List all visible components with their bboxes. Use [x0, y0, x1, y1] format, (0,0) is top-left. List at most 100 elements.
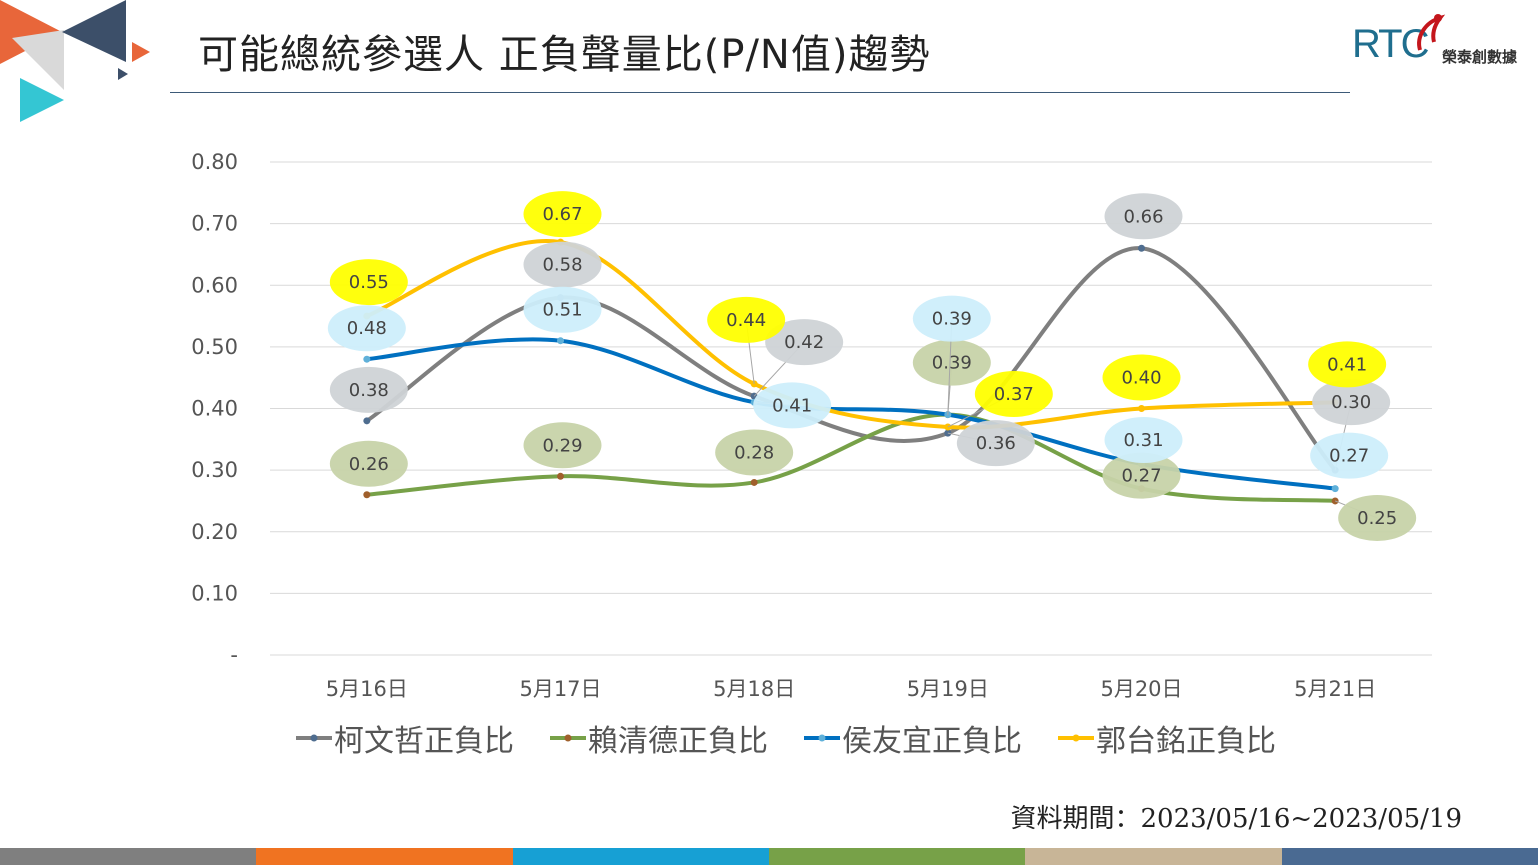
- deco-cyan-triangle: [20, 78, 64, 122]
- y-tick-label: 0.80: [191, 150, 238, 174]
- y-tick-label: 0.20: [191, 520, 238, 544]
- corner-decoration: [0, 0, 150, 122]
- data-label: 0.27: [1329, 446, 1369, 467]
- x-tick-label: 5月18日: [713, 677, 795, 701]
- data-label: 0.37: [994, 384, 1034, 405]
- legend-swatch-icon: [1058, 734, 1094, 742]
- data-label-bubble: [974, 370, 1053, 417]
- data-label-bubble: [523, 422, 602, 469]
- data-label-bubble: [956, 420, 1035, 467]
- legend-item: 賴清德正負比: [550, 716, 768, 760]
- data-label-bubble: [1312, 379, 1391, 426]
- data-point-marker: [1138, 405, 1145, 412]
- deco-orange-triangle: [0, 0, 62, 64]
- bottom-color-bar: [0, 848, 1538, 865]
- legend-label: 郭台銘正負比: [1096, 724, 1276, 759]
- data-point-marker: [750, 478, 758, 486]
- logo-subtext: 榮泰創數據: [1442, 48, 1518, 66]
- data-point-marker: [557, 337, 564, 345]
- data-label: 0.28: [734, 442, 774, 463]
- data-label-bubble: [707, 296, 786, 343]
- x-tick-label: 5月21日: [1294, 677, 1376, 701]
- deco-navy-small-triangle: [118, 68, 128, 80]
- x-tick-label: 5月19日: [907, 677, 989, 701]
- data-point-marker: [363, 491, 371, 499]
- page-title: 可能總統參選人 正負聲量比(P/N值)趨勢: [198, 32, 931, 78]
- logo-text: RTC: [1352, 22, 1429, 66]
- x-tick-label: 5月16日: [326, 677, 408, 701]
- legend-swatch-marker: [1072, 734, 1080, 742]
- data-label: 0.38: [349, 380, 389, 401]
- data-label-bubble: [329, 440, 408, 487]
- data-label-bubble: [329, 259, 408, 306]
- data-label-bubble: [523, 286, 602, 333]
- data-label-bubble: [715, 429, 794, 476]
- data-label: 0.55: [349, 272, 389, 293]
- bottom-bar-segment: [512, 848, 769, 865]
- data-point-marker: [363, 355, 371, 363]
- y-tick-label: 0.60: [191, 273, 238, 297]
- data-label: 0.26: [349, 454, 389, 475]
- bottom-bar-segment: [768, 848, 1026, 865]
- data-label: 0.41: [772, 395, 812, 416]
- data-label: 0.29: [542, 435, 582, 456]
- data-label-bubble: [1104, 193, 1183, 240]
- data-label-bubble: [753, 382, 832, 429]
- data-label: 0.66: [1123, 206, 1163, 227]
- legend-swatch-marker: [564, 734, 572, 742]
- y-axis-ticks: 0.80 0.70 0.60 0.50 0.40 0.30 0.20 0.10 -: [191, 150, 238, 667]
- bottom-bar-segment: [0, 848, 257, 865]
- data-point-marker: [1331, 485, 1339, 493]
- deco-navy-triangle: [62, 0, 126, 62]
- y-tick-label: -: [230, 643, 238, 667]
- data-label: 0.67: [542, 204, 582, 225]
- deco-gray-triangle: [12, 30, 64, 90]
- data-label: 0.48: [347, 318, 387, 339]
- legend-swatch-icon: [804, 734, 840, 742]
- legend-label: 柯文哲正負比: [334, 724, 514, 759]
- data-label: 0.27: [1121, 466, 1161, 487]
- data-period-note: 資料期間：2023/05/16~2023/05/19: [1010, 804, 1463, 834]
- data-label-bubble: [523, 241, 602, 288]
- data-label-bubble: [1310, 432, 1389, 479]
- y-tick-label: 0.70: [191, 212, 238, 236]
- legend-label: 賴清德正負比: [588, 724, 768, 759]
- data-label: 0.36: [976, 433, 1016, 454]
- data-label: 0.41: [1327, 354, 1367, 375]
- bottom-bar-segment: [1025, 848, 1282, 865]
- data-label: 0.30: [1331, 392, 1371, 413]
- legend-label: 侯友宜正負比: [842, 724, 1022, 759]
- x-tick-label: 5月20日: [1100, 677, 1182, 701]
- bottom-bar-segment: [1281, 848, 1538, 865]
- logo-swirl-icon: [1417, 14, 1446, 51]
- series-line-gou: [364, 238, 1338, 430]
- title-underline: [170, 92, 1350, 93]
- y-tick-label: 0.10: [191, 581, 238, 605]
- legend-swatch-icon: [550, 734, 586, 742]
- data-label-bubble: [765, 319, 844, 366]
- legend-item: 柯文哲正負比: [296, 716, 514, 760]
- data-label: 0.51: [542, 300, 582, 321]
- data-label-bubble: [329, 366, 408, 413]
- data-label: 0.44: [726, 310, 766, 331]
- data-label-bubble: [912, 295, 991, 342]
- y-tick-label: 0.30: [191, 458, 238, 482]
- series-line-ko: [364, 246, 1338, 473]
- data-label-bubble: [523, 191, 602, 238]
- data-label: 0.42: [784, 332, 824, 353]
- legend-swatch-icon: [296, 734, 332, 742]
- data-labels: 0.38 0.58 0.42 0.36 0.66 0.30 0.26 0.29 0.28 0.39…: [327, 191, 1417, 541]
- data-label-bubble: [912, 339, 991, 386]
- legend-item: 郭台銘正負比: [1058, 716, 1276, 760]
- data-label: 0.39: [932, 309, 972, 330]
- data-label: 0.25: [1357, 508, 1397, 529]
- legend-item: 侯友宜正負比: [804, 716, 1022, 760]
- deco-orange-small-triangle: [132, 42, 150, 62]
- series-lines: [363, 238, 1339, 505]
- data-label-bubble: [1102, 452, 1181, 499]
- y-tick-label: 0.40: [191, 397, 238, 421]
- data-label: 0.58: [542, 255, 582, 276]
- chart-legend: 柯文哲正負比 賴清德正負比 侯友宜正負比 郭台銘正負比: [296, 716, 1276, 760]
- data-label-bubble: [327, 305, 406, 352]
